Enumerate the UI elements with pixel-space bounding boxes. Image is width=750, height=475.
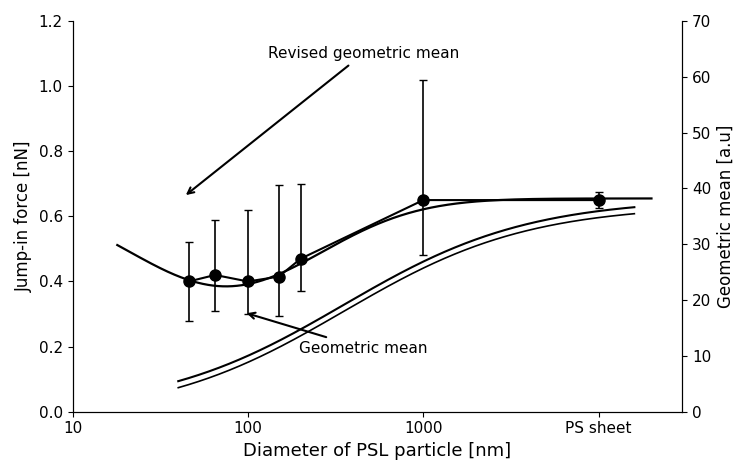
Text: Geometric mean: Geometric mean	[249, 313, 427, 356]
Y-axis label: Jump-in force [nN]: Jump-in force [nN]	[15, 141, 33, 292]
Y-axis label: Geometric mean [a.u]: Geometric mean [a.u]	[717, 124, 735, 308]
X-axis label: Diameter of PSL particle [nm]: Diameter of PSL particle [nm]	[243, 442, 512, 460]
Text: Revised geometric mean: Revised geometric mean	[188, 46, 459, 194]
